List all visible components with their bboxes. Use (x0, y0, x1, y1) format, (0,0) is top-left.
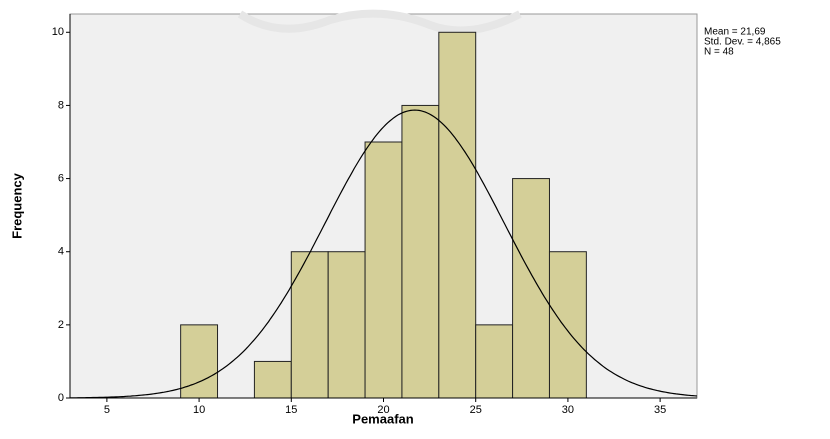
bar (476, 325, 513, 398)
stat-label: N = 48 (704, 47, 734, 58)
x-tick-label: 15 (285, 404, 297, 416)
bar (402, 105, 439, 398)
y-tick-label: 2 (58, 319, 64, 331)
x-tick-label: 10 (193, 404, 205, 416)
x-tick-label: 5 (104, 404, 110, 416)
y-tick-label: 4 (58, 246, 64, 258)
y-tick-label: 8 (58, 99, 64, 111)
x-tick-label: 20 (377, 404, 389, 416)
y-tick-label: 0 (58, 392, 64, 404)
x-tick-label: 30 (562, 404, 574, 416)
bar (365, 142, 402, 398)
bar (328, 252, 365, 398)
bar (549, 252, 586, 398)
bar (513, 179, 550, 398)
y-tick-label: 10 (52, 26, 64, 38)
chart: Pemaafan Frequency 02468105101520253035M… (0, 0, 830, 439)
y-tick-label: 6 (58, 172, 64, 184)
x-tick-label: 35 (654, 404, 666, 416)
bar (439, 32, 476, 398)
bar (291, 252, 328, 398)
x-tick-label: 25 (470, 404, 482, 416)
y-axis-title: Frequency (9, 172, 24, 239)
bar (254, 361, 291, 398)
